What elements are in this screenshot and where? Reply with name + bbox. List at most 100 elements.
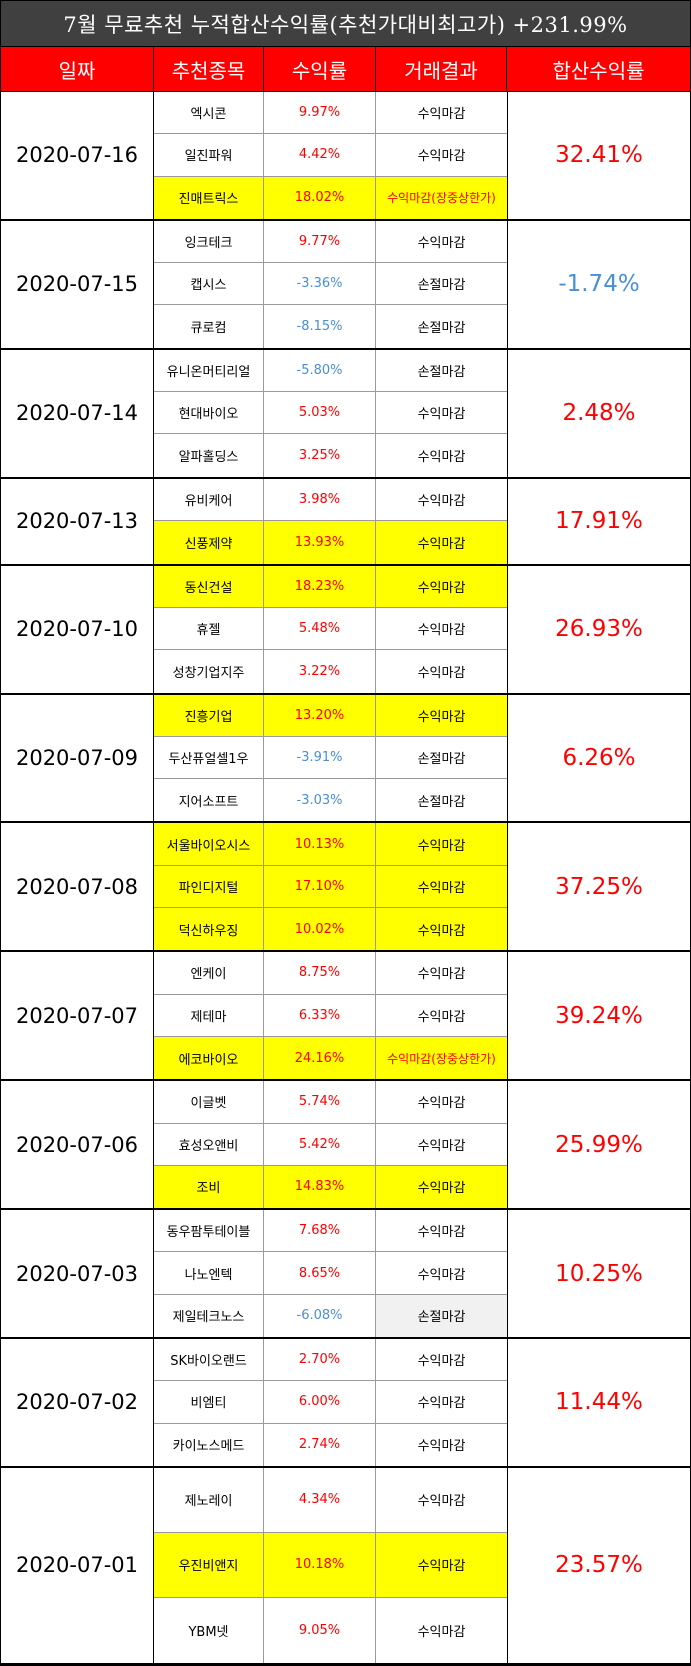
date-group: 2020-07-16 엑시콘 9.97% 수익마감 일진파워 4.42% 수익마감 진매트릭스… [1, 92, 690, 221]
group-total-return: 10.25% [507, 1210, 690, 1338]
stock-name: 이글벳 [154, 1081, 264, 1123]
column-header-row: 일짜 추천종목 수익률 거래결과 합산수익률 [1, 46, 690, 92]
table-row: 유니온머티리얼 -5.80% 손절마감 [154, 349, 507, 393]
date-group: 2020-07-03 동우팜투테이블 7.68% 수익마감 나노엔텍 8.65% 수익마감 제… [1, 1210, 690, 1340]
date-group: 2020-07-07 엔케이 8.75% 수익마감 제테마 6.33% 수익마감 에코바이오 2… [1, 952, 690, 1082]
return-value: 5.48% [264, 607, 376, 650]
group-rows: 진흥기업 13.20% 수익마감 두산퓨얼셀1우 -3.91% 손절마감 지어소프트 -3.0… [154, 694, 507, 822]
trade-result: 수익마감 [417, 149, 466, 165]
stock-name: 진흥기업 [154, 694, 264, 736]
stock-name: 제테마 [154, 994, 264, 1036]
return-value: 24.16% [264, 1036, 376, 1080]
table-row: 우진비앤지 10.18% 수익마감 [154, 1532, 507, 1598]
trade-result: 수익마감 [376, 694, 507, 736]
group-total-return: 32.41% [507, 92, 690, 219]
return-value: 9.77% [264, 220, 376, 263]
return-value: 5.42% [264, 1123, 376, 1165]
stock-name: 파인디지털 [154, 865, 264, 908]
stock-name: 현대바이오 [154, 392, 264, 434]
table-row: 제테마 6.33% 수익마감 [154, 994, 507, 1037]
table-row: SK바이오랜드 2.70% 수익마감 [154, 1339, 507, 1382]
return-value: 10.02% [264, 908, 376, 951]
trade-result: 손절마감 [417, 364, 466, 380]
group-rows: 제노레이 4.34% 수익마감 우진비앤지 10.18% 수익마감 YBM넷 9.05% 수익마… [154, 1467, 507, 1663]
stock-name: 성창기업지주 [154, 650, 264, 693]
date-groups: 2020-07-16 엑시콘 9.97% 수익마감 일진파워 4.42% 수익마감 진매트릭스… [1, 92, 690, 1665]
trade-result: 수익마감 [417, 236, 466, 252]
group-total-return: 6.26% [507, 694, 690, 822]
table-row: 제일테크노스 -6.08% 손절마감 [154, 1294, 507, 1338]
return-value: 2.70% [264, 1339, 376, 1381]
table-row: 엑시콘 9.97% 수익마감 [154, 92, 507, 135]
stock-name: 알파홀딩스 [154, 434, 264, 477]
date-group: 2020-07-08 서울바이오시스 10.13% 수익마감 파인디지털 17.10% 수익… [1, 823, 690, 953]
sheet-title: 7월 무료추천 누적합산수익률(추천가대비최고가) +231.99% [1, 1, 690, 46]
return-value: 5.03% [264, 392, 376, 434]
return-value: -3.91% [264, 736, 376, 779]
table-row: 신풍제약 13.93% 수익마감 [154, 521, 507, 564]
trade-result: 수익마감(장중상한가) [376, 176, 507, 219]
trade-result: 수익마감 [417, 1096, 466, 1112]
table-row: 현대바이오 5.03% 수익마감 [154, 392, 507, 435]
return-value: -8.15% [264, 305, 376, 348]
table-row: 조비 14.83% 수익마감 [154, 1165, 507, 1209]
stock-name: 두산퓨얼셀1우 [154, 736, 264, 779]
table-row: 알파홀딩스 3.25% 수익마감 [154, 434, 507, 477]
date-group: 2020-07-02 SK바이오랜드 2.70% 수익마감 비엠티 6.00% 수익마감 카이… [1, 1339, 690, 1468]
trade-result: 수익마감 [417, 1396, 466, 1412]
table-row: 덕신하우징 10.02% 수익마감 [154, 908, 507, 951]
stock-name: 휴젤 [154, 607, 264, 650]
date-group: 2020-07-10 동신건설 18.23% 수익마감 휴젤 5.48% 수익마감 성창기업지… [1, 565, 690, 695]
group-rows: 서울바이오시스 10.13% 수익마감 파인디지털 17.10% 수익마감 덕신하우징 10.… [154, 823, 507, 951]
trade-result: 수익마감 [417, 1354, 466, 1370]
table-row: 휴젤 5.48% 수익마감 [154, 607, 507, 651]
return-value: -5.80% [264, 349, 376, 392]
header-stock: 추천종목 [154, 47, 264, 91]
group-total-return: 25.99% [507, 1081, 690, 1209]
table-row: 에코바이오 24.16% 수익마감(장중상한가) [154, 1036, 507, 1080]
trade-result: 수익마감 [417, 665, 466, 681]
group-total-return: 2.48% [507, 349, 690, 477]
trade-result: 수익마감 [417, 1494, 466, 1510]
table-row: YBM넷 9.05% 수익마감 [154, 1597, 507, 1663]
trade-result: 수익마감 [417, 1225, 466, 1241]
trade-result: 수익마감 [417, 1439, 466, 1455]
return-value: 13.20% [264, 694, 376, 736]
return-value: 2.74% [264, 1423, 376, 1466]
group-rows: 잉크테크 9.77% 수익마감 캡시스 -3.36% 손절마감 큐로컴 -8.15% 손절마감 [154, 220, 507, 348]
trade-result: 수익마감 [417, 1009, 466, 1025]
group-total-return: 37.25% [507, 823, 690, 951]
return-value: 5.74% [264, 1081, 376, 1123]
return-value: 4.34% [264, 1467, 376, 1532]
group-rows: 유니온머티리얼 -5.80% 손절마감 현대바이오 5.03% 수익마감 알파홀딩스 3.25… [154, 349, 507, 477]
group-rows: 이글벳 5.74% 수익마감 효성오앤비 5.42% 수익마감 조비 14.83% 수익마감 [154, 1081, 507, 1209]
table-row: 서울바이오시스 10.13% 수익마감 [154, 823, 507, 866]
trade-result: 수익마감 [376, 908, 507, 951]
group-date: 2020-07-10 [1, 565, 154, 693]
group-rows: 동우팜투테이블 7.68% 수익마감 나노엔텍 8.65% 수익마감 제일테크노스 -6.08… [154, 1210, 507, 1338]
stock-name: 덕신하우징 [154, 908, 264, 951]
stock-name: 비엠티 [154, 1381, 264, 1423]
group-total-return: 26.93% [507, 565, 690, 693]
header-return: 수익률 [264, 47, 376, 91]
group-date: 2020-07-16 [1, 92, 154, 219]
return-value: 10.13% [264, 823, 376, 865]
group-date: 2020-07-02 [1, 1339, 154, 1466]
group-rows: 엔케이 8.75% 수익마감 제테마 6.33% 수익마감 에코바이오 24.16% 수익마감(… [154, 952, 507, 1080]
header-total-return: 합산수익률 [552, 58, 645, 83]
stock-name: 신풍제약 [154, 521, 264, 564]
group-date: 2020-07-08 [1, 823, 154, 951]
return-value: 17.10% [264, 865, 376, 908]
return-value: 4.42% [264, 134, 376, 176]
trade-result: 손절마감 [417, 794, 466, 810]
stock-name: 우진비앤지 [154, 1532, 264, 1597]
return-value: -3.36% [264, 263, 376, 305]
trade-result: 수익마감 [417, 107, 466, 123]
date-group: 2020-07-13 유비케어 3.98% 수익마감 신풍제약 13.93% 수익마감 17.… [1, 478, 690, 566]
return-value: 3.98% [264, 478, 376, 521]
date-group: 2020-07-06 이글벳 5.74% 수익마감 효성오앤비 5.42% 수익마감 조비 14… [1, 1081, 690, 1211]
stock-name: 지어소프트 [154, 779, 264, 822]
return-value: -6.08% [264, 1294, 376, 1338]
stock-name: 엔케이 [154, 952, 264, 994]
stock-name: 동우팜투테이블 [154, 1210, 264, 1252]
